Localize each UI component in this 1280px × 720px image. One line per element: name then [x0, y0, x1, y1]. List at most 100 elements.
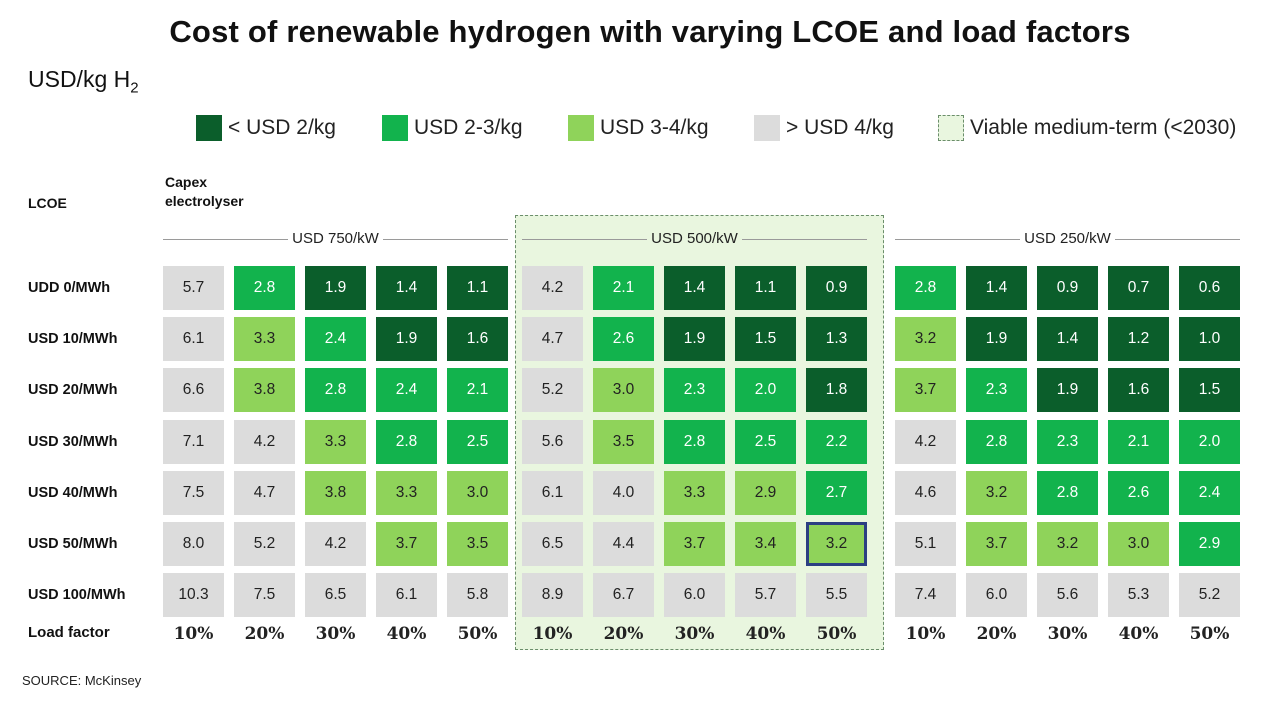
unit-main: USD/kg H — [28, 66, 131, 92]
heatmap-cell: 2.3 — [1037, 419, 1098, 464]
highlighted-cell: 3.2 — [806, 522, 867, 566]
heatmap-cell: 2.8 — [305, 368, 366, 413]
heatmap-cell: 1.9 — [305, 266, 366, 310]
heatmap-cell: 0.7 — [1108, 266, 1169, 310]
heatmap-cell: 1.5 — [1179, 368, 1240, 413]
heatmap-cell: 2.2 — [806, 419, 867, 464]
heatmap-cell: 3.3 — [376, 470, 437, 515]
heatmap-cell: 4.2 — [234, 419, 295, 464]
heatmap-cell: 3.2 — [895, 317, 956, 362]
load-factor-label: 20% — [976, 624, 1017, 644]
heatmap-cell: 4.0 — [593, 470, 654, 515]
legend-label: < USD 2/kg — [228, 116, 336, 139]
load-factor-label: 10% — [532, 624, 573, 644]
heatmap-cell: 5.1 — [895, 522, 956, 566]
load-factor-label: 30% — [1047, 624, 1088, 644]
heatmap-cell: 4.2 — [305, 522, 366, 566]
heatmap-cell: 2.6 — [1108, 470, 1169, 515]
heatmap-cell: 6.5 — [305, 573, 366, 618]
legend-label: > USD 4/kg — [786, 116, 894, 139]
heatmap-cell: 3.5 — [593, 419, 654, 464]
chart-title: Cost of renewable hydrogen with varying … — [169, 14, 1131, 49]
load-factor-label: 50% — [816, 624, 857, 644]
heatmap-cell: 1.4 — [966, 266, 1027, 310]
heatmap-cell: 6.0 — [966, 573, 1027, 618]
heatmap-cell: 8.0 — [163, 522, 224, 566]
heatmap-cell: 5.5 — [806, 573, 867, 618]
heatmap-cell: 1.5 — [735, 317, 796, 362]
heatmap-cell: 3.8 — [234, 368, 295, 413]
load-factor-label: 30% — [315, 624, 356, 644]
load-factor-label: 40% — [386, 624, 427, 644]
heatmap-cell: 4.2 — [522, 266, 583, 310]
heatmap-cell: 1.9 — [664, 317, 725, 362]
heatmap-cell: 5.8 — [447, 573, 508, 618]
heatmap-cell: 4.7 — [522, 317, 583, 362]
heatmap-cell: 1.6 — [1108, 368, 1169, 413]
heatmap-cell: 1.9 — [966, 317, 1027, 362]
group-label: USD 500/kW — [647, 230, 742, 247]
heatmap-cell: 2.8 — [376, 419, 437, 464]
row-label: UDD 0/MWh — [28, 280, 111, 296]
heatmap-cell: 3.0 — [593, 368, 654, 413]
legend-label: USD 3-4/kg — [600, 116, 709, 139]
heatmap-cell: 4.4 — [593, 522, 654, 566]
row-label: USD 40/MWh — [28, 484, 118, 501]
row-label: USD 50/MWh — [28, 536, 118, 552]
capex-header: Capex electrolyser — [165, 173, 295, 211]
heatmap-cell: 2.3 — [966, 368, 1027, 413]
legend-item: USD 2-3/kg — [382, 112, 523, 144]
heatmap-cell: 1.1 — [735, 266, 796, 310]
heatmap-cell: 2.8 — [966, 419, 1027, 464]
heatmap-cell: 5.6 — [522, 419, 583, 464]
load-factor-label: 50% — [457, 624, 498, 644]
heatmap-cell: 2.3 — [664, 368, 725, 413]
heatmap-cell: 7.1 — [163, 419, 224, 464]
heatmap-cell: 3.3 — [664, 470, 725, 515]
heatmap-cell: 3.7 — [664, 522, 725, 566]
heatmap-cell: 0.9 — [806, 266, 867, 310]
heatmap-cell: 1.1 — [447, 266, 508, 310]
heatmap-cell: 3.5 — [447, 522, 508, 566]
heatmap-cell: 0.6 — [1179, 266, 1240, 310]
heatmap-cell: 5.2 — [1179, 573, 1240, 618]
heatmap-cell: 7.4 — [895, 573, 956, 618]
heatmap-cell: 0.9 — [1037, 266, 1098, 310]
load-factor-label: 10% — [173, 624, 214, 644]
heatmap-cell: 5.2 — [522, 368, 583, 413]
capex-header-line1: Capex — [165, 174, 208, 190]
lcoe-header: LCOE — [28, 195, 67, 211]
legend-item: Viable medium-term (<2030) — [938, 112, 1236, 144]
heatmap-cell: 6.1 — [522, 470, 583, 515]
heatmap-cell: 7.5 — [163, 470, 224, 515]
heatmap-cell: 1.8 — [806, 368, 867, 413]
heatmap-cell: 2.8 — [895, 266, 956, 310]
heatmap-cell: 1.4 — [1037, 317, 1098, 362]
heatmap-cell: 2.8 — [1037, 470, 1098, 515]
load-factor-label: 40% — [745, 624, 786, 644]
legend-swatch — [382, 115, 408, 141]
unit-subscript: 2 — [130, 79, 139, 97]
row-label: USD 20/MWh — [28, 382, 118, 399]
load-factor-label: 10% — [905, 624, 946, 644]
heatmap-cell: 3.4 — [735, 522, 796, 566]
heatmap-cell: 2.8 — [234, 266, 295, 310]
heatmap-cell: 1.0 — [1179, 317, 1240, 362]
group-label: USD 750/kW — [288, 230, 383, 247]
load-factor-label: 50% — [1189, 624, 1230, 644]
heatmap-cell: 5.2 — [234, 522, 295, 566]
load-factor-label: 30% — [674, 624, 715, 644]
legend-label: USD 2-3/kg — [414, 116, 523, 139]
heatmap-cell: 2.8 — [664, 419, 725, 464]
heatmap-cell: 2.1 — [447, 368, 508, 413]
heatmap-cell: 3.2 — [1037, 522, 1098, 566]
heatmap-cell: 6.7 — [593, 573, 654, 618]
heatmap-cell: 2.1 — [1108, 419, 1169, 464]
heatmap-cell: 6.1 — [376, 573, 437, 618]
heatmap-cell: 2.6 — [593, 317, 654, 362]
heatmap-cell: 3.3 — [305, 419, 366, 464]
legend-item: USD 3-4/kg — [568, 112, 709, 144]
heatmap-cell: 2.4 — [1179, 470, 1240, 515]
group-label: USD 250/kW — [1020, 230, 1115, 247]
capex-header-line2: electrolyser — [165, 193, 244, 209]
